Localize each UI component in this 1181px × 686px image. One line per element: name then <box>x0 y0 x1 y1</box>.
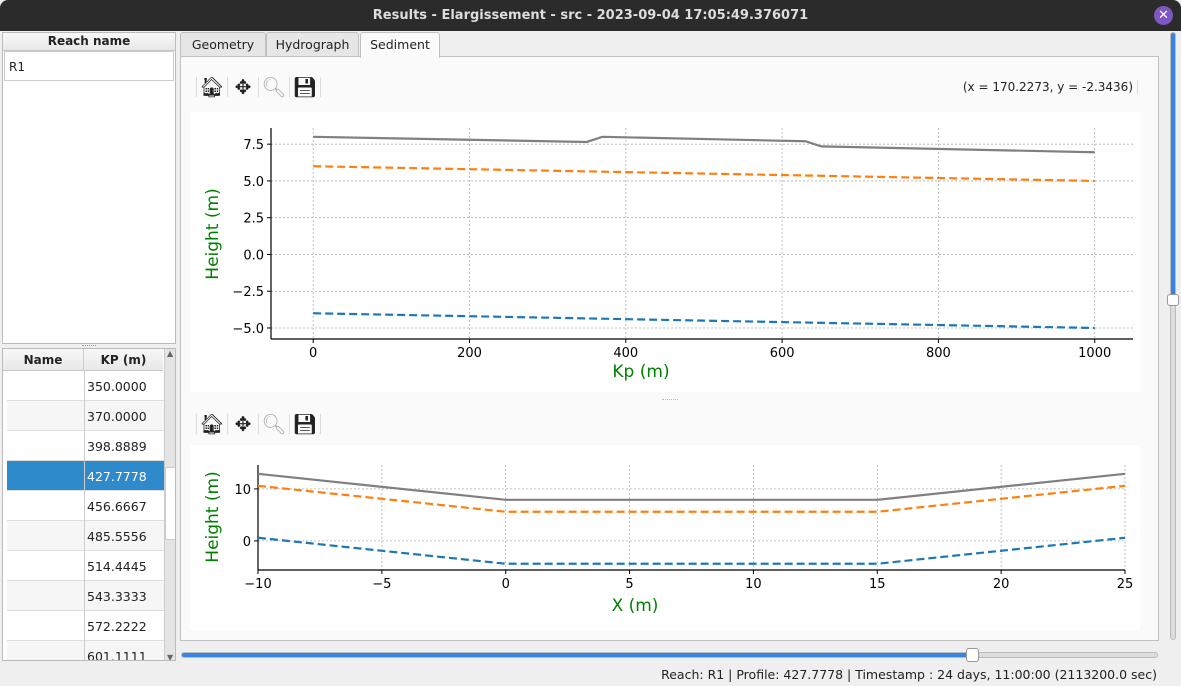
name-cell[interactable] <box>7 371 85 401</box>
vertical-slider[interactable] <box>1167 32 1179 640</box>
x-tick-label: 15 <box>869 577 886 592</box>
kp-cell[interactable]: 601.1111 <box>87 649 147 661</box>
save-icon[interactable]: 💾︎ <box>292 412 318 436</box>
zoom-icon[interactable]: 🔍︎ <box>261 412 287 436</box>
scrollbar-thumb[interactable] <box>165 467 175 540</box>
y-tick-label: −5.0 <box>232 322 264 337</box>
plot-toolbar-bottom: 🏠︎ ✥ 🔍︎ 💾︎ <box>196 409 321 439</box>
x-tick-label: 20 <box>993 577 1010 592</box>
y-tick-label: 0 <box>243 535 251 550</box>
table-row[interactable]: 370.0000 <box>7 401 164 431</box>
tab-geometry[interactable]: Geometry <box>180 32 266 57</box>
name-column-header[interactable]: Name <box>23 353 63 367</box>
y-tick-label: −2.5 <box>232 285 264 300</box>
name-cell[interactable] <box>7 551 85 581</box>
x-tick-label: −5 <box>372 577 391 592</box>
series-line-0 <box>257 472 1126 501</box>
pan-icon[interactable]: ✥ <box>234 412 252 436</box>
kp-cell[interactable]: 350.0000 <box>87 379 147 394</box>
time-slider[interactable] <box>181 648 1158 662</box>
name-cell[interactable] <box>7 431 85 461</box>
reach-row[interactable]: R1 <box>4 51 174 81</box>
y-axis-label: Height (m) <box>203 188 223 279</box>
series-line-2 <box>257 536 1126 565</box>
x-axis-label: X (m) <box>612 596 659 616</box>
splitter-handle[interactable] <box>662 399 678 400</box>
kp-cell[interactable]: 543.3333 <box>87 589 147 604</box>
x-tick-label: 1000 <box>1078 346 1111 361</box>
y-tick-label: 7.5 <box>243 138 264 153</box>
kp-cell[interactable]: 427.7778 <box>87 469 147 484</box>
y-tick-label: 0.0 <box>243 248 264 263</box>
y-tick-label: 5.0 <box>243 175 264 190</box>
kp-cell[interactable]: 572.2222 <box>87 619 147 634</box>
name-cell[interactable] <box>7 401 85 431</box>
y-tick-label: 2.5 <box>243 212 264 227</box>
table-row[interactable]: 543.3333 <box>7 581 164 611</box>
table-row[interactable]: 350.0000 <box>7 371 164 401</box>
x-axis-label: Kp (m) <box>612 362 669 382</box>
x-tick-label: 0 <box>309 346 317 361</box>
home-icon[interactable]: 🏠︎ <box>199 75 225 99</box>
status-bar: Reach: R1 | Profile: 427.7778 | Timestam… <box>661 667 1157 682</box>
name-cell[interactable] <box>7 611 85 641</box>
y-tick-label: 10 <box>234 483 251 498</box>
kp-cell[interactable]: 514.4445 <box>87 559 147 574</box>
table-row[interactable]: 514.4445 <box>7 551 164 581</box>
x-tick-label: 400 <box>613 346 638 361</box>
series-line-0 <box>313 135 1095 154</box>
name-cell[interactable] <box>7 521 85 551</box>
window-title: Results - Elargissement - src - 2023-09-… <box>0 0 1181 31</box>
name-cell[interactable] <box>7 641 85 660</box>
kp-cell[interactable]: 398.8889 <box>87 439 147 454</box>
time-slider-handle[interactable] <box>965 648 979 662</box>
table-row[interactable]: 456.6667 <box>7 491 164 521</box>
profile-table: Name KP (m) 350.0000 370.0000 398.8889 427.… <box>2 348 176 661</box>
vertical-slider-handle[interactable] <box>1167 293 1179 306</box>
kp-cell[interactable]: 456.6667 <box>87 499 147 514</box>
x-tick-label: 600 <box>770 346 795 361</box>
x-tick-label: −10 <box>244 577 271 592</box>
name-cell[interactable] <box>7 491 85 521</box>
kp-height-chart[interactable]: 0 200 400 600 800 1000 −5.0 −2.5 0.0 2.5 5.0 7.5 Kp … <box>190 112 1140 392</box>
table-row[interactable]: 398.8889 <box>7 431 164 461</box>
x-tick-label: 10 <box>745 577 762 592</box>
tab-hydrograph[interactable]: Hydrograph <box>266 32 359 57</box>
table-row[interactable]: 485.5556 <box>7 521 164 551</box>
name-cell[interactable] <box>7 461 85 491</box>
table-row[interactable]: 601.1111 <box>7 641 164 661</box>
save-icon[interactable]: 💾︎ <box>292 75 318 99</box>
table-row[interactable]: 572.2222 <box>7 611 164 641</box>
kp-cell[interactable]: 485.5556 <box>87 529 147 544</box>
reach-table: Reach name R1 <box>2 32 176 344</box>
plot-toolbar-top: 🏠︎ ✥ 🔍︎ 💾︎ <box>196 72 321 102</box>
zoom-icon[interactable]: 🔍︎ <box>261 75 287 99</box>
y-axis-label: Height (m) <box>203 471 223 562</box>
series-line-2 <box>313 312 1095 330</box>
kp-column-header[interactable]: KP (m) <box>83 349 163 371</box>
cross-section-chart[interactable]: −10 −5 0 5 10 15 20 25 0 10 X (m) Height (m) <box>190 445 1140 630</box>
name-cell[interactable] <box>7 581 85 611</box>
x-tick-label: 0 <box>502 577 510 592</box>
pan-icon[interactable]: ✥ <box>234 75 252 99</box>
x-tick-label: 5 <box>625 577 633 592</box>
home-icon[interactable]: 🏠︎ <box>199 412 225 436</box>
x-tick-label: 25 <box>1117 577 1134 592</box>
cursor-coordinates: (x = 170.2273, y = -2.3436) <box>960 80 1138 94</box>
kp-cell[interactable]: 370.0000 <box>87 409 147 424</box>
close-icon[interactable]: ✕ <box>1154 6 1173 25</box>
tab-sediment[interactable]: Sediment <box>360 32 440 58</box>
series-line-1 <box>257 484 1126 513</box>
series-line-1 <box>313 165 1095 183</box>
splitter-handle[interactable] <box>82 345 96 347</box>
x-tick-label: 800 <box>926 346 951 361</box>
x-tick-label: 200 <box>457 346 482 361</box>
reach-name-header[interactable]: Reach name <box>3 33 175 51</box>
table-scrollbar[interactable]: ▲ ▼ <box>164 349 175 660</box>
table-row[interactable]: 427.7778 <box>7 461 164 491</box>
